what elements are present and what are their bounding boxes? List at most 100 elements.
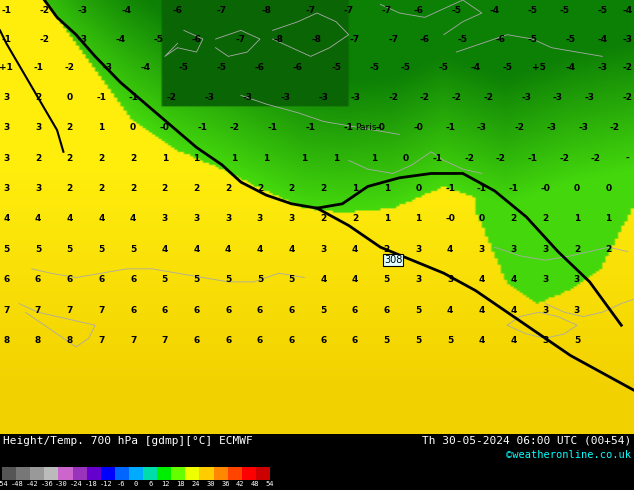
Text: -18: -18 xyxy=(85,481,98,487)
Text: 4: 4 xyxy=(162,245,168,254)
Text: 5: 5 xyxy=(193,275,200,284)
Text: -2: -2 xyxy=(451,93,462,102)
Text: -1: -1 xyxy=(128,93,138,102)
Text: -7: -7 xyxy=(382,6,392,15)
Text: 4: 4 xyxy=(257,245,263,254)
Text: 4: 4 xyxy=(352,245,358,254)
Text: 4: 4 xyxy=(352,275,358,284)
Text: -0: -0 xyxy=(375,123,385,132)
Text: -3: -3 xyxy=(204,93,214,102)
Text: -5: -5 xyxy=(566,34,576,44)
Text: -7: -7 xyxy=(344,6,354,15)
Text: 3: 3 xyxy=(447,275,453,284)
Text: 1: 1 xyxy=(352,184,358,193)
Bar xyxy=(2,467,16,480)
Text: -7: -7 xyxy=(350,34,360,44)
Text: -5: -5 xyxy=(502,63,512,72)
Text: 4: 4 xyxy=(479,275,485,284)
Text: -1: -1 xyxy=(268,123,278,132)
Text: 6: 6 xyxy=(288,336,295,345)
Text: -5: -5 xyxy=(527,34,538,44)
Text: -3: -3 xyxy=(521,93,531,102)
Text: -2: -2 xyxy=(39,34,49,44)
Text: 6: 6 xyxy=(149,481,153,487)
Text: 4: 4 xyxy=(479,306,485,315)
Text: +1: +1 xyxy=(0,63,13,72)
Text: 3: 3 xyxy=(225,215,231,223)
Text: 2: 2 xyxy=(225,184,231,193)
Bar xyxy=(115,467,129,480)
Text: 3: 3 xyxy=(3,123,10,132)
Text: -2: -2 xyxy=(420,93,430,102)
Text: 2: 2 xyxy=(67,154,73,163)
Text: 5: 5 xyxy=(35,245,41,254)
Text: -0: -0 xyxy=(160,123,170,132)
Text: -3: -3 xyxy=(623,34,633,44)
Text: -5: -5 xyxy=(458,34,468,44)
Text: 1: 1 xyxy=(605,215,612,223)
Text: -2: -2 xyxy=(559,154,569,163)
Text: 4: 4 xyxy=(130,215,136,223)
Text: -3: -3 xyxy=(547,123,557,132)
Bar xyxy=(228,467,242,480)
Text: -3: -3 xyxy=(597,63,607,72)
Text: 1: 1 xyxy=(98,123,105,132)
Text: 5: 5 xyxy=(225,275,231,284)
Text: -7: -7 xyxy=(236,34,246,44)
Text: -5: -5 xyxy=(369,63,379,72)
Text: 7: 7 xyxy=(162,336,168,345)
Text: -6: -6 xyxy=(117,481,126,487)
Text: 5: 5 xyxy=(3,245,10,254)
Text: 3: 3 xyxy=(162,215,168,223)
Text: 5: 5 xyxy=(257,275,263,284)
Text: 4: 4 xyxy=(447,245,453,254)
Text: 24: 24 xyxy=(191,481,200,487)
Bar xyxy=(16,467,30,480)
Text: -5: -5 xyxy=(451,6,462,15)
Text: 3: 3 xyxy=(193,215,200,223)
Text: 4: 4 xyxy=(98,215,105,223)
Text: 3: 3 xyxy=(510,245,517,254)
Text: -1: -1 xyxy=(445,123,455,132)
Text: 3: 3 xyxy=(574,275,580,284)
Text: 1: 1 xyxy=(193,154,200,163)
Text: 2: 2 xyxy=(352,215,358,223)
Text: -48: -48 xyxy=(11,481,23,487)
Text: 3: 3 xyxy=(3,93,10,102)
Text: -2: -2 xyxy=(230,123,240,132)
Text: 2: 2 xyxy=(320,215,327,223)
Text: -36: -36 xyxy=(41,481,53,487)
Text: 2: 2 xyxy=(384,245,390,254)
Text: -2: -2 xyxy=(610,123,620,132)
Text: -3: -3 xyxy=(77,6,87,15)
Text: 2: 2 xyxy=(257,184,263,193)
Text: 1: 1 xyxy=(231,154,238,163)
Text: -3: -3 xyxy=(242,93,252,102)
Text: -2: -2 xyxy=(623,63,633,72)
Text: 7: 7 xyxy=(3,306,10,315)
Bar xyxy=(200,467,214,480)
Bar xyxy=(72,467,87,480)
Text: 0: 0 xyxy=(574,184,580,193)
Text: Th 30-05-2024 06:00 UTC (00+54): Th 30-05-2024 06:00 UTC (00+54) xyxy=(422,436,631,446)
Text: 6: 6 xyxy=(193,306,200,315)
Text: 3: 3 xyxy=(35,123,41,132)
Text: 4: 4 xyxy=(479,336,485,345)
Text: -1: -1 xyxy=(344,123,354,132)
Text: 2: 2 xyxy=(98,154,105,163)
Text: 7: 7 xyxy=(67,306,73,315)
Text: -6: -6 xyxy=(293,63,303,72)
Text: 1: 1 xyxy=(333,154,339,163)
Text: 2: 2 xyxy=(130,154,136,163)
Text: -3: -3 xyxy=(578,123,588,132)
Text: -30: -30 xyxy=(55,481,68,487)
Text: 4: 4 xyxy=(510,306,517,315)
Text: -8: -8 xyxy=(274,34,284,44)
Text: 8: 8 xyxy=(3,336,10,345)
Bar xyxy=(157,467,171,480)
Text: 0: 0 xyxy=(67,93,73,102)
Text: -2: -2 xyxy=(388,93,398,102)
Text: 30: 30 xyxy=(206,481,215,487)
Text: 3: 3 xyxy=(257,215,263,223)
Text: -5: -5 xyxy=(527,6,538,15)
